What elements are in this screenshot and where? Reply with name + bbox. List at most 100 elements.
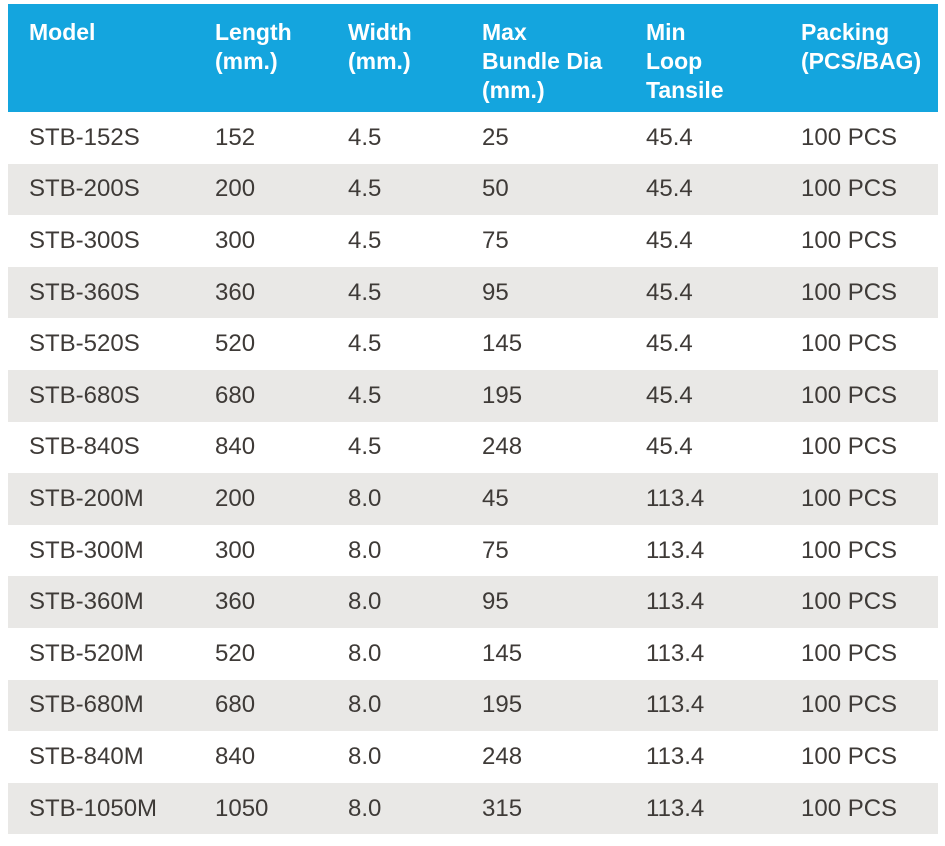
table-row: STB-520S 520 4.5 145 45.4 100 PCS [8,318,938,370]
table-cell-width-mm: 4.5 [348,330,382,358]
table-row: STB-360M 360 8.0 95 113.4 100 PCS [8,576,938,628]
table-cell-packing: 100 PCS [801,381,898,409]
table-cell-model: STB-680M [29,691,144,719]
table-header-row: Model Length (mm.) Width (mm.) Max Bundle Dia (… [8,4,938,112]
table-cell-min-loop-tansile: 45.4 [646,433,693,461]
table-row: STB-200M 200 8.0 45 113.4 100 PCS [8,473,938,525]
column-header-line: Width [348,19,412,45]
table-cell-min-loop-tansile: 113.4 [646,794,705,822]
table-row: STB-200S 200 4.5 50 45.4 100 PCS [8,163,938,216]
table-cell-model: STB-840M [29,742,144,770]
table-row: STB-300M 300 8.0 75 113.4 100 PCS [8,524,938,577]
table-cell-packing: 100 PCS [801,794,898,822]
table-cell-packing: 100 PCS [801,123,898,151]
table-cell-length-mm: 520 [215,330,256,358]
table-cell-min-loop-tansile: 113.4 [646,639,705,667]
column-header-line: (mm.) [482,77,545,103]
table-row: STB-1050M 1050 8.0 315 113.4 100 PCS [8,782,938,835]
product-spec-table: Model Length (mm.) Width (mm.) Max Bundle Dia (… [8,4,938,835]
table-body: STB-152S 152 4.5 25 45.4 100 PCS STB-200S 200 4.… [8,112,938,835]
table-cell-model: STB-300M [29,536,144,564]
table-row: STB-840S 840 4.5 248 45.4 100 PCS [8,421,938,474]
table-cell-min-loop-tansile: 45.4 [646,123,693,151]
table-cell-min-loop-tansile: 45.4 [646,330,693,358]
table-cell-width-mm: 8.0 [348,691,382,719]
table-cell-length-mm: 360 [215,278,256,306]
column-header-line: Bundle Dia [482,48,603,74]
table-cell-packing: 100 PCS [801,433,898,461]
table-cell-min-loop-tansile: 113.4 [646,536,705,564]
table-cell-packing: 100 PCS [801,175,898,203]
table-cell-model: STB-360M [29,588,144,616]
table-cell-model: STB-200M [29,484,144,512]
column-header-line: (mm.) [215,48,278,74]
column-header-line: Loop [646,48,703,74]
table-cell-max-bundle-dia: 145 [482,330,523,358]
column-header-model: Model [8,4,215,112]
column-header-width-mm: Width (mm.) [348,4,482,112]
table-row: STB-840M 840 8.0 248 113.4 100 PCS [8,731,938,783]
table-cell-min-loop-tansile: 45.4 [646,226,693,254]
table-cell-length-mm: 300 [215,536,256,564]
column-header-length-mm: Length (mm.) [215,4,348,112]
table-cell-packing: 100 PCS [801,330,898,358]
column-header-line: Tansile [646,77,724,103]
table-cell-length-mm: 300 [215,226,256,254]
table-cell-max-bundle-dia: 75 [482,536,509,564]
column-header-line: (PCS/BAG) [801,48,922,74]
table-cell-min-loop-tansile: 45.4 [646,175,693,203]
column-header-line: Model [29,19,96,45]
table-cell-width-mm: 8.0 [348,794,382,822]
table-cell-model: STB-680S [29,381,140,409]
table-cell-length-mm: 520 [215,639,256,667]
table-cell-model: STB-300S [29,226,140,254]
table-cell-max-bundle-dia: 248 [482,433,523,461]
table-cell-max-bundle-dia: 75 [482,226,509,254]
table-cell-width-mm: 8.0 [348,536,382,564]
table-cell-max-bundle-dia: 45 [482,484,509,512]
table-cell-model: STB-152S [29,123,140,151]
table-cell-max-bundle-dia: 95 [482,278,509,306]
table-cell-width-mm: 4.5 [348,381,382,409]
table-cell-min-loop-tansile: 45.4 [646,381,693,409]
table-cell-model: STB-840S [29,433,140,461]
table-cell-packing: 100 PCS [801,278,898,306]
table-cell-length-mm: 200 [215,484,256,512]
table-header: Model Length (mm.) Width (mm.) Max Bundle Dia (… [8,4,938,112]
table-cell-length-mm: 152 [215,123,256,151]
table-cell-model: STB-200S [29,175,140,203]
table-cell-min-loop-tansile: 113.4 [646,588,705,616]
table-cell-packing: 100 PCS [801,536,898,564]
table-cell-max-bundle-dia: 145 [482,639,523,667]
table-cell-width-mm: 8.0 [348,742,382,770]
table-cell-packing: 100 PCS [801,691,898,719]
table-cell-length-mm: 680 [215,691,256,719]
table-row: STB-152S 152 4.5 25 45.4 100 PCS [8,112,938,164]
table-cell-length-mm: 360 [215,588,256,616]
table-cell-width-mm: 4.5 [348,123,382,151]
table-cell-packing: 100 PCS [801,484,898,512]
table-row: STB-520M 520 8.0 145 113.4 100 PCS [8,627,938,680]
table-row: STB-680M 680 8.0 195 113.4 100 PCS [8,679,938,732]
table-cell-max-bundle-dia: 195 [482,691,523,719]
table-row: STB-360S 360 4.5 95 45.4 100 PCS [8,266,938,319]
column-header-line: Packing [801,19,890,45]
table-cell-width-mm: 8.0 [348,484,382,512]
table-cell-model: STB-360S [29,278,140,306]
table-cell-min-loop-tansile: 113.4 [646,742,705,770]
table-cell-packing: 100 PCS [801,226,898,254]
table-cell-length-mm: 1050 [215,794,269,822]
table-row: STB-680S 680 4.5 195 45.4 100 PCS [8,369,938,422]
column-header-line: Max [482,19,527,45]
table-cell-min-loop-tansile: 113.4 [646,484,705,512]
table-cell-width-mm: 4.5 [348,433,382,461]
table-cell-width-mm: 8.0 [348,639,382,667]
table-cell-max-bundle-dia: 50 [482,175,509,203]
table-cell-length-mm: 840 [215,742,256,770]
table-cell-max-bundle-dia: 25 [482,123,509,151]
column-header-line: Min [646,19,686,45]
column-header-min-loop-tansile: Min Loop Tansile [646,4,801,112]
table-cell-width-mm: 4.5 [348,226,382,254]
table-cell-min-loop-tansile: 113.4 [646,691,705,719]
